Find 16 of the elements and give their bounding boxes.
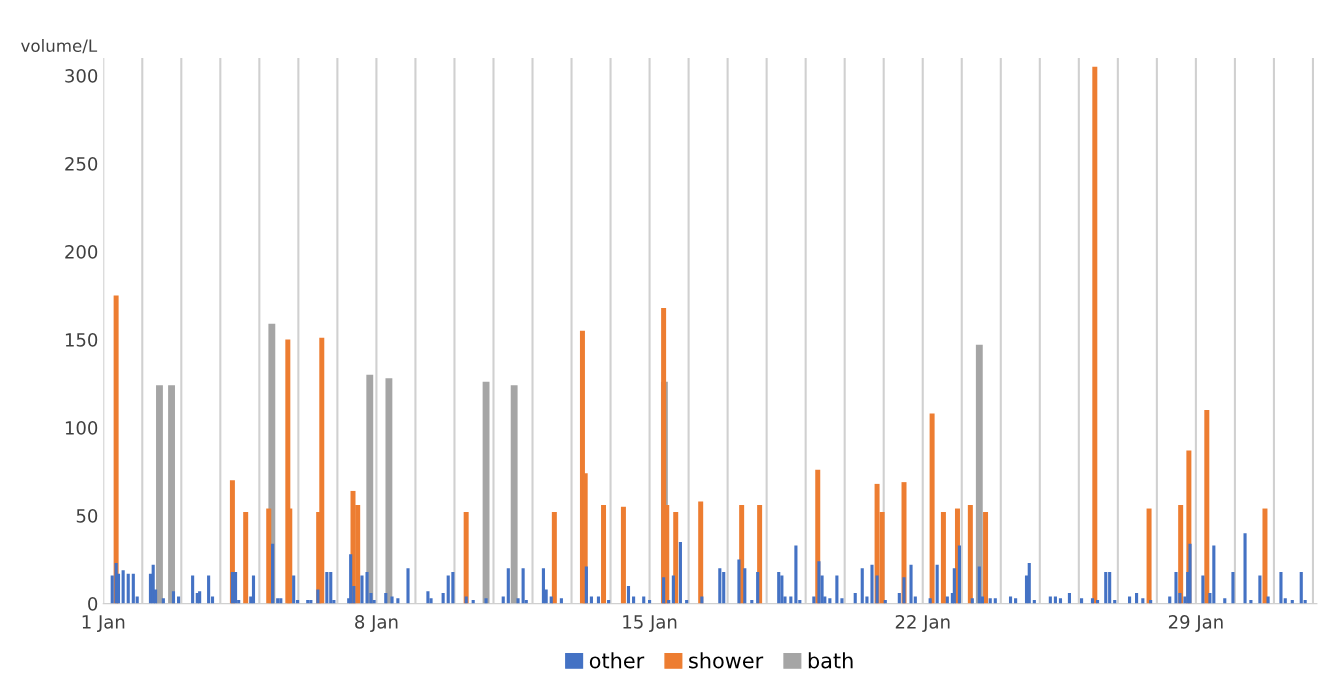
- legend-label: bath: [808, 652, 853, 669]
- legend-label: shower: [689, 652, 764, 669]
- x-tick-label: 22 Jan: [895, 615, 950, 633]
- legend-label: other: [589, 652, 645, 669]
- x-tick-label: 8 Jan: [355, 615, 398, 633]
- x-tick-label: 29 Jan: [1168, 615, 1223, 633]
- y-tick-label: 300: [65, 69, 98, 83]
- x-tick-label: 15 Jan: [623, 615, 677, 633]
- x-tick-label: 1 Jan: [82, 615, 125, 633]
- y-tick-label: 100: [65, 421, 98, 435]
- y-tick-label: 250: [65, 157, 98, 171]
- y-tick-label: 50: [76, 509, 98, 523]
- y-tick-label: 200: [65, 245, 98, 259]
- y-tick-label: 150: [65, 333, 98, 347]
- y-axis-title: volume/L: [21, 39, 98, 54]
- y-tick-label: 0: [88, 597, 98, 611]
